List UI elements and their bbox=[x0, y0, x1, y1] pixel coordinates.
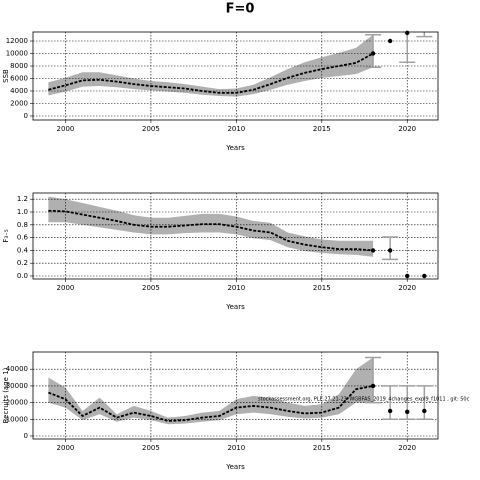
x-tick-label: 2010 bbox=[227, 284, 245, 292]
y-tick-label: 4000 bbox=[10, 87, 28, 95]
x-tick-label: 2015 bbox=[313, 125, 331, 133]
y-tick-label: 10000 bbox=[6, 50, 28, 58]
y-axis-label: SSB bbox=[2, 69, 10, 83]
plot-area bbox=[33, 193, 438, 279]
y-tick-label: 0.0 bbox=[17, 272, 28, 280]
x-tick-label: 2010 bbox=[227, 444, 245, 452]
point bbox=[405, 409, 410, 414]
y-tick-label: 10000 bbox=[6, 415, 28, 423]
x-tick-label: 2000 bbox=[57, 444, 75, 452]
x-axis-label: Years bbox=[225, 463, 245, 471]
plot-area bbox=[33, 352, 438, 439]
axes-frame bbox=[32, 31, 439, 121]
y-tick-label: 0.6 bbox=[17, 234, 29, 242]
x-tick-label: 2020 bbox=[398, 444, 416, 452]
x-tick-label: 2020 bbox=[398, 284, 416, 292]
y-tick-label: 30000 bbox=[6, 382, 28, 390]
x-tick-label: 2005 bbox=[142, 284, 160, 292]
y-tick-label: 0.2 bbox=[17, 259, 28, 267]
y-tick-label: 20000 bbox=[6, 399, 28, 407]
x-tick-label: 2005 bbox=[142, 444, 160, 452]
axes-frame bbox=[32, 192, 439, 280]
y-axis-label: Recruits (age 1) bbox=[2, 367, 10, 423]
y-tick-label: 0.4 bbox=[17, 246, 29, 254]
point bbox=[422, 408, 427, 414]
y-tick-label: 1.2 bbox=[17, 195, 28, 203]
point bbox=[422, 273, 427, 279]
point bbox=[370, 51, 376, 56]
y-tick-label: 0.8 bbox=[17, 221, 28, 229]
point bbox=[405, 273, 410, 279]
point bbox=[387, 38, 393, 44]
confidence-band bbox=[48, 357, 374, 425]
confidence-band bbox=[48, 34, 374, 97]
x-tick-label: 2020 bbox=[398, 125, 416, 133]
x-tick-label: 2000 bbox=[57, 125, 75, 133]
y-tick-label: 2000 bbox=[10, 100, 28, 108]
x-axis-label: Years bbox=[225, 303, 245, 311]
x-tick-label: 2015 bbox=[313, 284, 331, 292]
y-tick-label: 1.0 bbox=[17, 208, 28, 216]
line bbox=[48, 52, 374, 94]
point bbox=[405, 30, 410, 36]
line bbox=[48, 385, 374, 422]
y-tick-label: 12000 bbox=[6, 37, 28, 45]
line bbox=[48, 209, 374, 252]
y-tick-label: 0 bbox=[24, 112, 28, 120]
plot-area bbox=[33, 32, 438, 120]
chart-title: F=0 bbox=[226, 2, 255, 17]
x-tick-label: 2010 bbox=[227, 125, 245, 133]
y-tick-label: 0 bbox=[24, 432, 28, 440]
y-tick-label: 6000 bbox=[10, 75, 28, 83]
annotation: stockassessment.org, PLE.27.21-23_WGBFAS… bbox=[258, 397, 470, 403]
point bbox=[387, 248, 393, 253]
y-axis-label: F₃₋₅ bbox=[2, 229, 10, 243]
x-tick-label: 2005 bbox=[142, 125, 160, 133]
y-tick-label: 40000 bbox=[6, 365, 28, 373]
y-tick-label: 8000 bbox=[10, 62, 28, 70]
x-tick-label: 2015 bbox=[313, 444, 331, 452]
point bbox=[387, 408, 393, 414]
point bbox=[370, 383, 376, 389]
point bbox=[370, 248, 376, 253]
axes-frame bbox=[32, 351, 439, 440]
x-tick-label: 2000 bbox=[57, 284, 75, 292]
x-axis-label: Years bbox=[225, 144, 245, 152]
